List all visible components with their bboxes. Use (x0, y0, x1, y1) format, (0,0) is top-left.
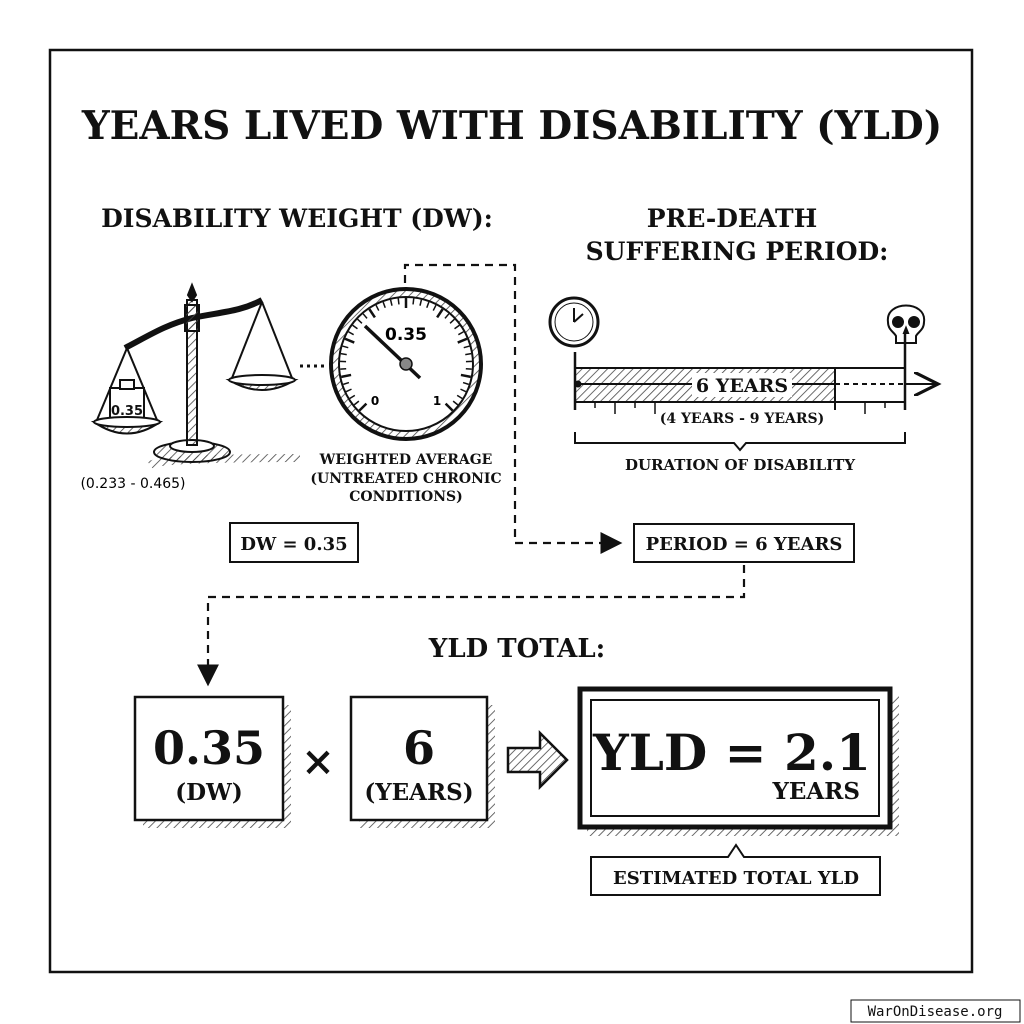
gauge-tick (389, 299, 393, 306)
gauge-tick (342, 381, 350, 386)
dashed-arrow-gauge-to-period (403, 263, 623, 554)
gauge-tick (462, 381, 470, 386)
gauge-tick (436, 308, 444, 319)
gauge-tick (454, 324, 460, 330)
gauge-tick (457, 331, 464, 336)
gauge-tick (368, 308, 376, 319)
gauge-tick (348, 331, 355, 336)
watermark-box (850, 999, 1021, 1023)
dw-box-label: DW = 0.35 (240, 534, 347, 555)
gauge-tick (460, 388, 467, 393)
factor-years-unit: (YEARS) (364, 779, 473, 806)
gauge-tick (412, 298, 415, 305)
gauge-tick (342, 345, 349, 349)
period-box (633, 523, 855, 563)
dashed-arrow-period-to-total (197, 565, 746, 687)
period-heading-1: PRE-DEATH (647, 204, 817, 233)
arrow-right-icon (506, 729, 569, 791)
period-heading-2: SUFFERING PERIOD: (586, 237, 889, 266)
gauge-value: 0.35 (385, 325, 427, 345)
gauge-caption-1: WEIGHTED AVERAGE (319, 452, 493, 468)
dw-range: (0.233 - 0.465) (80, 476, 185, 492)
skull-icon (886, 304, 926, 344)
gauge-tick (456, 394, 463, 400)
gauge-tick (460, 373, 471, 379)
gauge-tick (375, 304, 380, 311)
gauge-tick (419, 299, 423, 306)
gauge-tick (353, 400, 360, 406)
gauge-tick (344, 337, 355, 344)
gauge-tick (432, 304, 437, 311)
factor-years-box (349, 695, 489, 822)
factor-dw-value: 0.35 (153, 721, 265, 775)
watermark: WarOnDisease.org (868, 1004, 1003, 1020)
gauge-tick (426, 301, 430, 308)
gauge-max: 1 (433, 394, 441, 408)
period-box-label: PERIOD = 6 YEARS (646, 534, 843, 555)
gauge-tick (465, 352, 472, 356)
total-heading: YLD TOTAL: (428, 634, 605, 664)
factor-dw-unit: (DW) (175, 779, 243, 806)
dw-heading: DISABILITY WEIGHT (DW): (101, 204, 493, 233)
gauge-tick (340, 352, 347, 356)
result-box (577, 686, 893, 830)
brace (574, 432, 906, 452)
clock-icon (548, 296, 600, 348)
gauge-tick (341, 373, 352, 379)
gauge-tick (452, 400, 459, 406)
gauge-tick (362, 313, 368, 319)
gauge-icon (329, 287, 483, 441)
period-range: (4 YEARS - 9 YEARS) (660, 411, 825, 427)
gauge-tick (397, 298, 400, 305)
gauge-caption-2: (UNTREATED CHRONIC (310, 471, 501, 487)
gauge-tick (382, 301, 386, 308)
callout-box (590, 843, 881, 896)
result-unit: YEARS (771, 778, 860, 805)
factor-dw-box (133, 695, 285, 822)
gauge-min: 0 (371, 394, 379, 408)
gauge-tick (345, 388, 352, 393)
gauge-tick (444, 313, 450, 319)
brace-label: DURATION OF DISABILITY (625, 456, 855, 474)
factor-years-value: 6 (403, 721, 435, 775)
balance-scale-icon (90, 282, 301, 469)
timeline-bar (573, 333, 938, 414)
multiply-sign: × (301, 738, 335, 785)
callout-label: ESTIMATED TOTAL YLD (613, 868, 859, 889)
gauge-tick (463, 345, 470, 349)
bar-label: 6 YEARS (696, 375, 788, 397)
gauge-tick (349, 394, 356, 400)
gauge-tick (444, 402, 454, 412)
gauge-tick (449, 318, 455, 324)
weight-label: 0.35 (111, 404, 143, 419)
dw-box (229, 522, 359, 563)
gauge-tick (357, 318, 363, 324)
result-value: YLD = 2.1 (592, 723, 871, 782)
gauge-tick (352, 324, 358, 330)
gauge-tick (457, 337, 468, 344)
page-title: YEARS LIVED WITH DISABILITY (YLD) (81, 103, 942, 149)
gauge-tick (358, 402, 368, 412)
gauge-caption-3: CONDITIONS) (349, 489, 463, 505)
